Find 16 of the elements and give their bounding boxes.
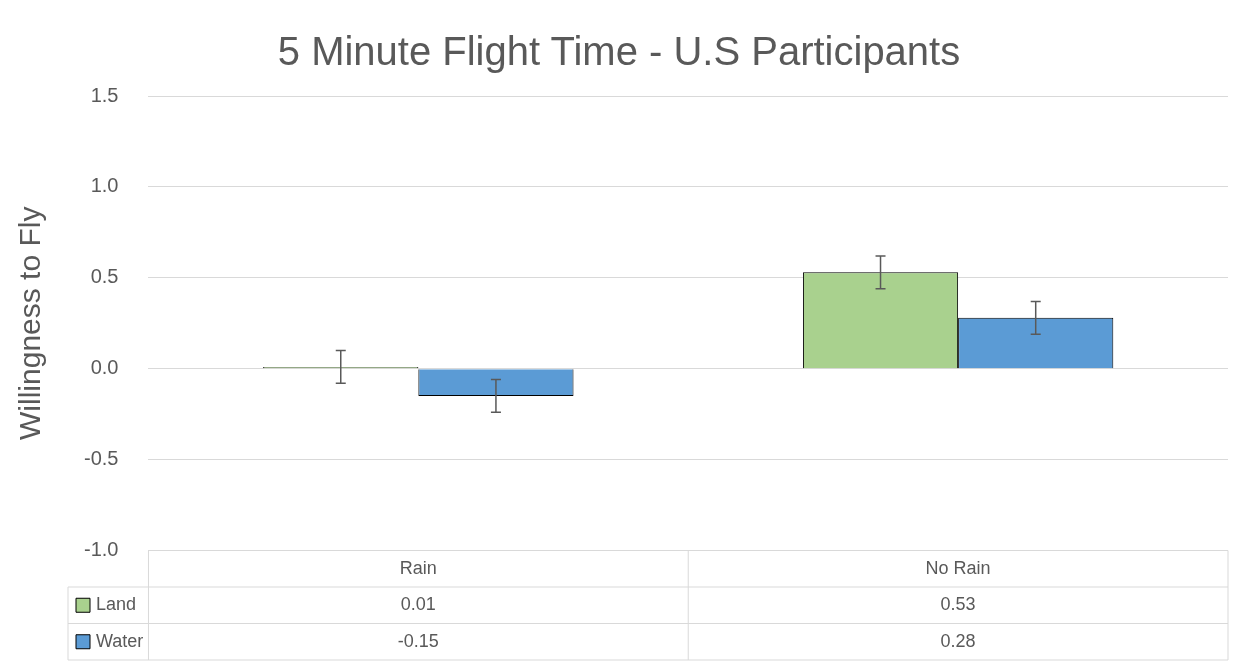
legend-label: Water [96,630,144,651]
y-tick-label: -1.0 [83,538,119,561]
data-label: 0.01 [400,594,436,615]
y-tick-label: 1.0 [90,174,119,197]
x-tick-label: Rain [399,557,437,578]
legend-label: Land [96,594,137,615]
data-label: 0.53 [940,594,976,615]
y-tick-label: 1.5 [90,83,119,106]
y-tick-label: 0.0 [90,356,119,379]
data-label: -0.15 [397,630,439,651]
data-label: 0.28 [940,630,976,651]
x-tick-label: No Rain [925,557,991,578]
y-tick-label: -0.5 [83,447,119,470]
y-tick-label: 0.5 [90,265,119,288]
y-axis-title: Willingness to Fly [13,206,47,440]
chart-title: 5 Minute Flight Time - U.S Participants [277,29,961,74]
